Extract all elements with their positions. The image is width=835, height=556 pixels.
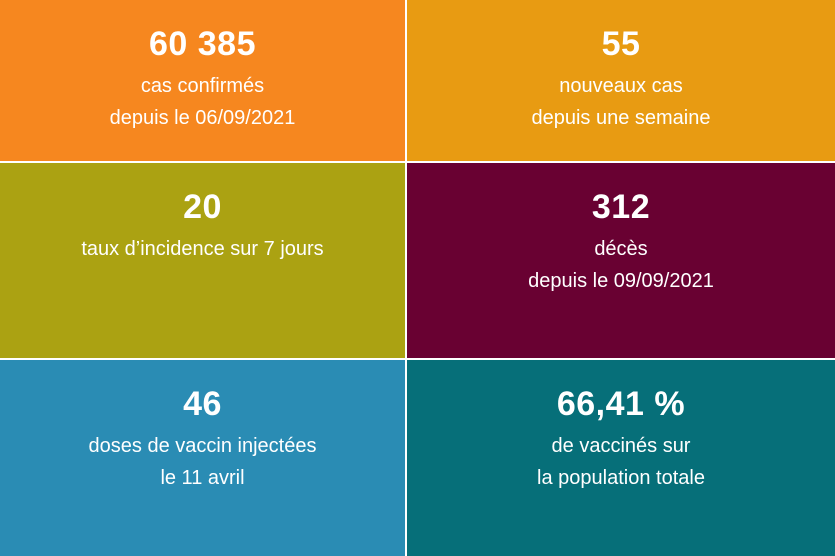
stat-value: 312	[591, 188, 651, 226]
stat-sublabel: depuis le 06/09/2021	[109, 107, 296, 129]
stat-sublabel: le 11 avril	[160, 467, 245, 489]
stat-value: 60 385	[149, 25, 256, 63]
stat-value: 66,41 %	[556, 385, 686, 423]
stat-label: cas confirmés	[140, 75, 265, 97]
tile-confirmed-cases: 60 385 cas confirmés depuis le 06/09/202…	[0, 0, 405, 161]
stat-label: taux d’incidence sur 7 jours	[81, 238, 324, 260]
stat-label: décès	[594, 238, 648, 260]
stat-sublabel: depuis une semaine	[531, 107, 711, 129]
tile-new-cases: 55 nouveaux cas depuis une semaine	[407, 0, 835, 161]
tile-incidence-rate: 20 taux d’incidence sur 7 jours	[0, 161, 405, 358]
stat-label: nouveaux cas	[559, 75, 683, 97]
stat-value: 46	[183, 385, 222, 423]
stat-sublabel: la population totale	[537, 467, 705, 489]
stat-label: de vaccinés sur	[551, 435, 691, 457]
tile-deaths: 312 décès depuis le 09/09/2021	[407, 161, 835, 358]
stat-value: 55	[601, 25, 641, 63]
tile-vaccine-doses: 46 doses de vaccin injectées le 11 avril	[0, 358, 405, 556]
stat-value: 20	[183, 188, 222, 226]
stat-sublabel: depuis le 09/09/2021	[528, 270, 714, 292]
stat-label: doses de vaccin injectées	[88, 435, 317, 457]
tile-vaccination-rate: 66,41 % de vaccinés sur la population to…	[407, 358, 835, 556]
